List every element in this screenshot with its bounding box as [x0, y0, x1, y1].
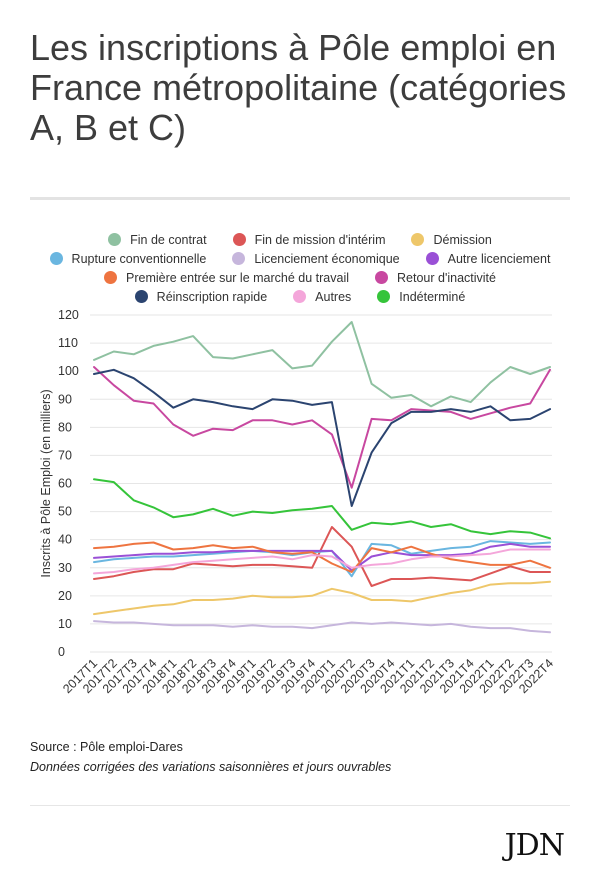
legend-swatch-demission [411, 233, 425, 246]
legend-label-retour-inactivite: Retour d'inactivité [397, 270, 496, 285]
series-line-reinscription-rapide [93, 368, 551, 507]
legend-label-fin-de-contrat: Fin de contrat [130, 232, 207, 247]
y-tick-label-90: 90 [58, 392, 72, 406]
legend-label-indetermine: Indéterminé [399, 289, 466, 304]
legend-swatch-premiere-entree [104, 271, 117, 284]
chart-title: Les inscriptions à Pôle emploi en France… [30, 27, 567, 148]
legend-swatch-autre-licenciement [425, 252, 439, 265]
legend-item-fin-de-mission-interim: Fin de mission d'intérim [232, 232, 386, 247]
brand-logo: JDN [504, 828, 565, 863]
series-line-demission [93, 580, 551, 616]
legend-item-reinscription-rapide: Réinscription rapide [134, 289, 268, 304]
series-line-licenciement-economique [93, 620, 551, 634]
line-chart: 0 10 20 30 40 50 60 70 80 90 100 110 120 Inscrits à P… [39, 308, 556, 696]
title-divider [30, 197, 570, 200]
legend-item-retour-inactivite: Retour d'inactivité [375, 271, 496, 285]
legend-item-premiere-entree: Première entrée sur le marché du travail [104, 271, 349, 285]
legend-label-autres: Autres [315, 289, 352, 304]
legend-swatch-fin-de-contrat [108, 233, 122, 246]
y-tick-label-10: 10 [58, 617, 72, 631]
series-line-fin-de-mission-d-interim [93, 526, 551, 587]
legend-item-autres: Autres [293, 290, 351, 304]
series-line-premiere-entree-sur-le-marche-du-travail [93, 541, 551, 573]
legend-row-2: Rupture conventionnelle Licenciement éco… [30, 249, 570, 268]
y-tick-label-50: 50 [58, 505, 72, 519]
legend-swatch-retour-inactivite [375, 271, 389, 284]
legend-item-autre-licenciement: Autre licenciement [425, 251, 551, 266]
legend-label-autre-licenciement: Autre licenciement [447, 251, 551, 266]
y-tick-label-70: 70 [58, 448, 72, 462]
legend-row-1: Fin de contrat Fin de mission d'intérim … [30, 230, 570, 249]
legend-label-fin-de-mission-interim: Fin de mission d'intérim [254, 232, 386, 247]
legend: Fin de contrat Fin de mission d'intérim … [30, 230, 570, 306]
footer-divider [30, 805, 570, 806]
series-line-indetermine [93, 478, 551, 540]
y-tick-label-0: 0 [58, 645, 65, 659]
y-tick-label-60: 60 [58, 477, 72, 491]
legend-swatch-rupture-conventionnelle [49, 252, 63, 265]
note-text: Données corrigées des variations saisonn… [30, 760, 392, 774]
legend-label-reinscription-rapide: Réinscription rapide [156, 289, 268, 304]
legend-row-4: Réinscription rapide Autres Indéterminé [30, 287, 570, 306]
legend-item-rupture-conventionnelle: Rupture conventionnelle [49, 251, 207, 266]
legend-row-3: Première entrée sur le marché du travail… [30, 268, 570, 287]
legend-label-licenciement-economique: Licenciement économique [254, 251, 400, 266]
legend-label-premiere-entree: Première entrée sur le marché du travail [126, 270, 350, 285]
legend-item-indetermine: Indéterminé [377, 290, 465, 304]
y-tick-label-120: 120 [58, 308, 79, 322]
series-line-retour-d-inactivite [93, 366, 551, 489]
y-tick-label-30: 30 [58, 561, 72, 575]
series-line-autre-licenciement [93, 542, 551, 572]
legend-swatch-fin-de-mission-interim [232, 233, 246, 246]
legend-label-rupture-conventionnelle: Rupture conventionnelle [71, 251, 207, 266]
source-text: Source : Pôle emploi-Dares [30, 740, 183, 754]
y-tick-label-100: 100 [58, 364, 79, 378]
y-axis-label: Inscrits à Pôle Emploi (en milliers) [39, 389, 53, 577]
y-tick-label-110: 110 [58, 336, 78, 350]
legend-swatch-licenciement-economique [232, 252, 246, 265]
series-line-autres [93, 548, 551, 575]
legend-swatch-reinscription-rapide [134, 290, 148, 303]
series-line-fin-de-contrat [93, 321, 551, 408]
legend-label-demission: Démission [433, 232, 492, 247]
y-tick-label-80: 80 [58, 420, 72, 434]
legend-swatch-autres [293, 290, 307, 303]
legend-swatch-indetermine [377, 290, 391, 303]
legend-item-fin-de-contrat: Fin de contrat [108, 232, 207, 247]
legend-item-demission: Démission [411, 232, 492, 247]
y-tick-label-20: 20 [58, 589, 72, 603]
legend-item-licenciement-economique: Licenciement économique [232, 251, 400, 266]
y-tick-label-40: 40 [58, 533, 72, 547]
